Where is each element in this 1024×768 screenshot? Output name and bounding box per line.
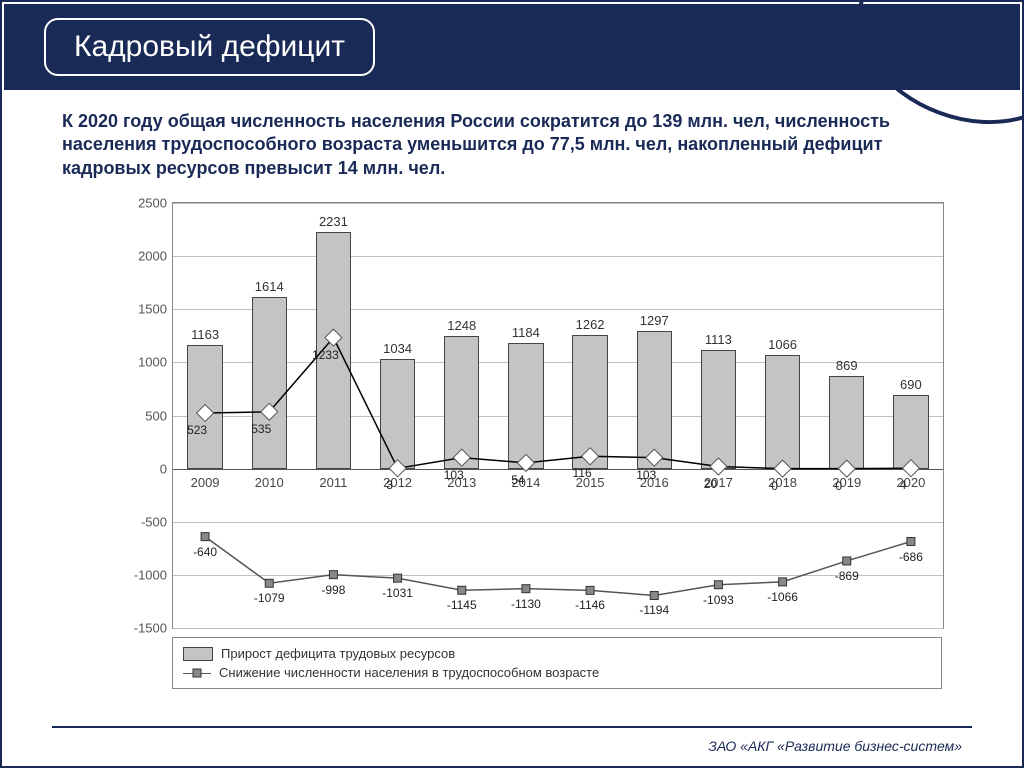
slide: Кадровый дефицит К 2020 году общая числе… bbox=[0, 0, 1024, 768]
series-value-label: 0 bbox=[771, 479, 778, 493]
bar-value-label: 1614 bbox=[255, 279, 284, 294]
subtitle-text: К 2020 году общая численность населения … bbox=[62, 110, 962, 180]
bar bbox=[765, 355, 800, 468]
series-marker bbox=[522, 585, 530, 593]
series-value-label: -998 bbox=[321, 583, 345, 597]
y-tick-label: -1500 bbox=[134, 621, 167, 636]
y-tick-label: 500 bbox=[145, 408, 167, 423]
legend-label: Прирост дефицита трудовых ресурсов bbox=[221, 646, 455, 661]
bar-value-label: 1163 bbox=[191, 327, 219, 342]
series-value-label: -686 bbox=[899, 550, 923, 564]
y-tick-label: 2000 bbox=[138, 249, 167, 264]
x-tick-label: 2009 bbox=[191, 475, 220, 490]
series-value-label: -1146 bbox=[575, 598, 605, 612]
series-value-label: -1079 bbox=[254, 591, 285, 605]
bar-value-label: 1066 bbox=[768, 337, 797, 352]
series-value-label: -1066 bbox=[767, 590, 798, 604]
series-value-label: 4 bbox=[900, 478, 907, 492]
gridline bbox=[173, 522, 943, 523]
gridline bbox=[173, 575, 943, 576]
series-marker bbox=[650, 591, 658, 599]
series-value-label: 116 bbox=[573, 466, 592, 480]
series-value-label: 523 bbox=[187, 423, 207, 437]
y-tick-label: -1000 bbox=[134, 567, 167, 582]
series-value-label: 0 bbox=[835, 479, 842, 493]
y-tick-label: 2500 bbox=[138, 196, 167, 211]
y-tick-label: -500 bbox=[141, 514, 167, 529]
series-marker bbox=[779, 578, 787, 586]
series-value-label: 1233 bbox=[312, 348, 339, 362]
zero-line bbox=[173, 469, 943, 470]
title-bar: Кадровый дефицит bbox=[4, 4, 1020, 90]
series-value-label: -1031 bbox=[382, 586, 413, 600]
bar bbox=[893, 395, 928, 468]
bar-value-label: 1113 bbox=[705, 332, 732, 347]
legend-swatch-line bbox=[183, 667, 211, 679]
legend-item-bars: Прирост дефицита трудовых ресурсов bbox=[183, 644, 931, 663]
x-tick-label: 2011 bbox=[319, 475, 347, 490]
bar-value-label: 1184 bbox=[512, 325, 540, 340]
bar-value-label: 1248 bbox=[447, 318, 476, 333]
series-marker bbox=[265, 579, 273, 587]
series-line bbox=[205, 338, 911, 469]
y-tick-label: 0 bbox=[160, 461, 167, 476]
series-marker bbox=[907, 538, 915, 546]
series-marker bbox=[201, 533, 209, 541]
series-value-label: 103 bbox=[444, 468, 464, 482]
footer-divider bbox=[52, 726, 972, 728]
series-value-label: 20 bbox=[704, 477, 717, 491]
series-value-label: 54 bbox=[511, 473, 524, 487]
series-marker bbox=[714, 581, 722, 589]
bar bbox=[572, 335, 607, 469]
bar bbox=[444, 336, 479, 469]
series-value-label: -1093 bbox=[703, 593, 734, 607]
series-marker bbox=[458, 586, 466, 594]
bar-value-label: 690 bbox=[900, 377, 922, 392]
gridline bbox=[173, 416, 943, 417]
series-value-label: 3 bbox=[386, 478, 393, 492]
bar-value-label: 1297 bbox=[640, 313, 669, 328]
bar bbox=[701, 350, 736, 468]
series-value-label: 535 bbox=[251, 422, 271, 436]
series-line bbox=[205, 537, 911, 596]
series-value-label: -640 bbox=[193, 545, 217, 559]
gridline bbox=[173, 256, 943, 257]
series-value-label: -1194 bbox=[639, 603, 669, 617]
y-tick-label: 1500 bbox=[138, 302, 167, 317]
legend-swatch-bar bbox=[183, 647, 213, 661]
bar-value-label: 2231 bbox=[319, 214, 348, 229]
series-value-label: -1145 bbox=[447, 598, 477, 612]
footer-text: ЗАО «АКГ «Развитие бизнес-систем» bbox=[708, 738, 962, 754]
bar-value-label: 1262 bbox=[576, 317, 605, 332]
bar bbox=[187, 345, 222, 469]
slide-title: Кадровый дефицит bbox=[44, 18, 375, 76]
bar bbox=[380, 359, 415, 469]
plot-area: -1500-1000-50005001000150020002500116320… bbox=[172, 202, 944, 629]
gridline bbox=[173, 362, 943, 363]
bar bbox=[508, 343, 543, 469]
gridline bbox=[173, 309, 943, 310]
bar-value-label: 869 bbox=[836, 358, 858, 373]
gridline bbox=[173, 628, 943, 629]
series-marker bbox=[843, 557, 851, 565]
legend-item-line: Снижение численности населения в трудосп… bbox=[183, 663, 931, 682]
x-tick-label: 2010 bbox=[255, 475, 284, 490]
series-value-label: -1130 bbox=[511, 597, 541, 611]
legend-label: Снижение численности населения в трудосп… bbox=[219, 665, 599, 680]
bar-value-label: 1034 bbox=[383, 341, 412, 356]
series-value-label: -869 bbox=[835, 569, 859, 583]
series-marker bbox=[586, 586, 594, 594]
y-tick-label: 1000 bbox=[138, 355, 167, 370]
chart: -1500-1000-50005001000150020002500116320… bbox=[112, 202, 942, 652]
gridline bbox=[173, 203, 943, 204]
series-value-label: 103 bbox=[636, 468, 656, 482]
bar bbox=[829, 376, 864, 468]
legend: Прирост дефицита трудовых ресурсов Сниже… bbox=[172, 637, 942, 689]
bar bbox=[637, 331, 672, 469]
bar bbox=[252, 297, 287, 468]
